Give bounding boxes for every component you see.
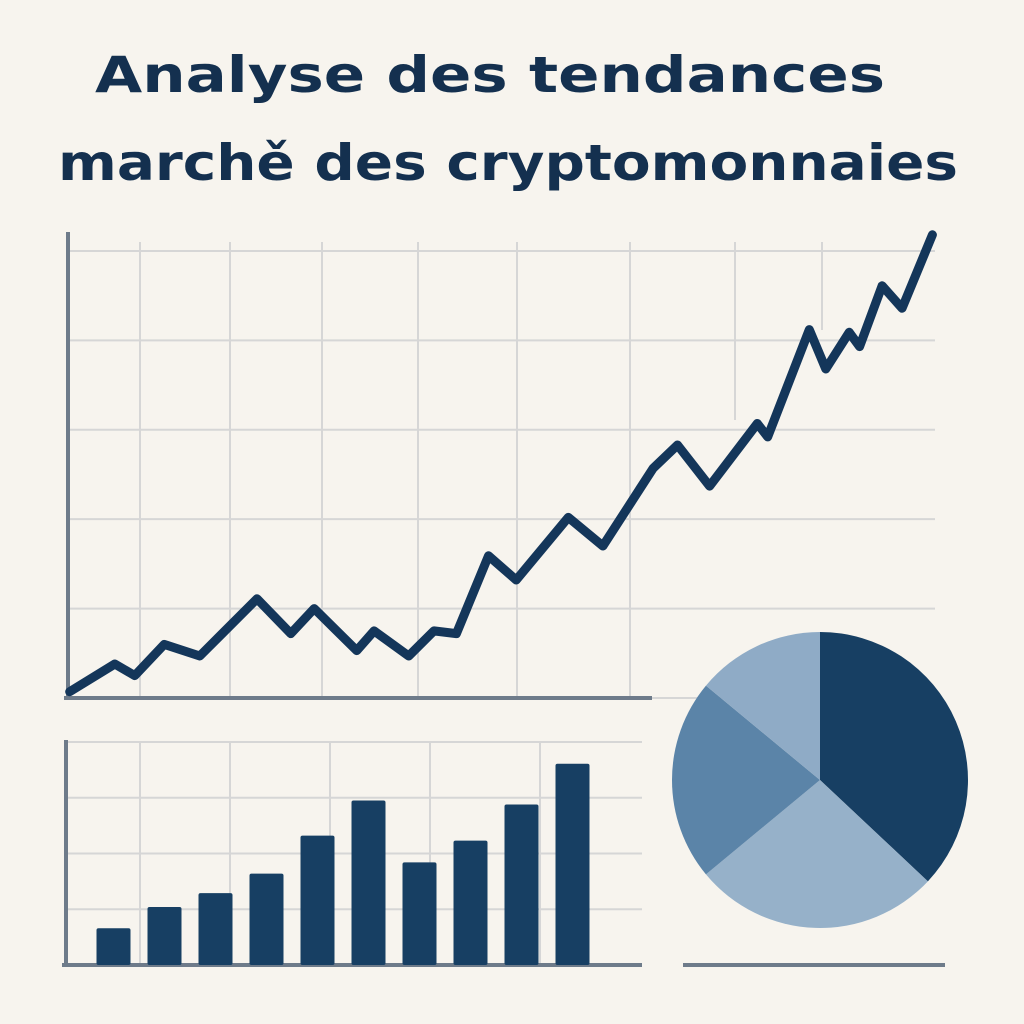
bar: [402, 862, 437, 965]
marks: [65, 230, 969, 965]
price-line: [65, 230, 937, 697]
bar: [351, 800, 386, 965]
title-line: marchě des cryptomonnaies: [58, 134, 958, 192]
title-line: Analyse des tendances: [95, 46, 885, 104]
bar: [504, 804, 539, 965]
bar: [453, 840, 488, 965]
bar: [147, 907, 182, 965]
pie-slice: [671, 685, 820, 875]
bar: [555, 763, 590, 965]
bar: [300, 835, 335, 965]
pie-slice: [820, 632, 969, 882]
pie-slice: [705, 632, 820, 780]
bar: [198, 893, 233, 965]
pie-slice: [705, 780, 928, 929]
bar: [96, 928, 131, 965]
bar: [249, 873, 284, 965]
